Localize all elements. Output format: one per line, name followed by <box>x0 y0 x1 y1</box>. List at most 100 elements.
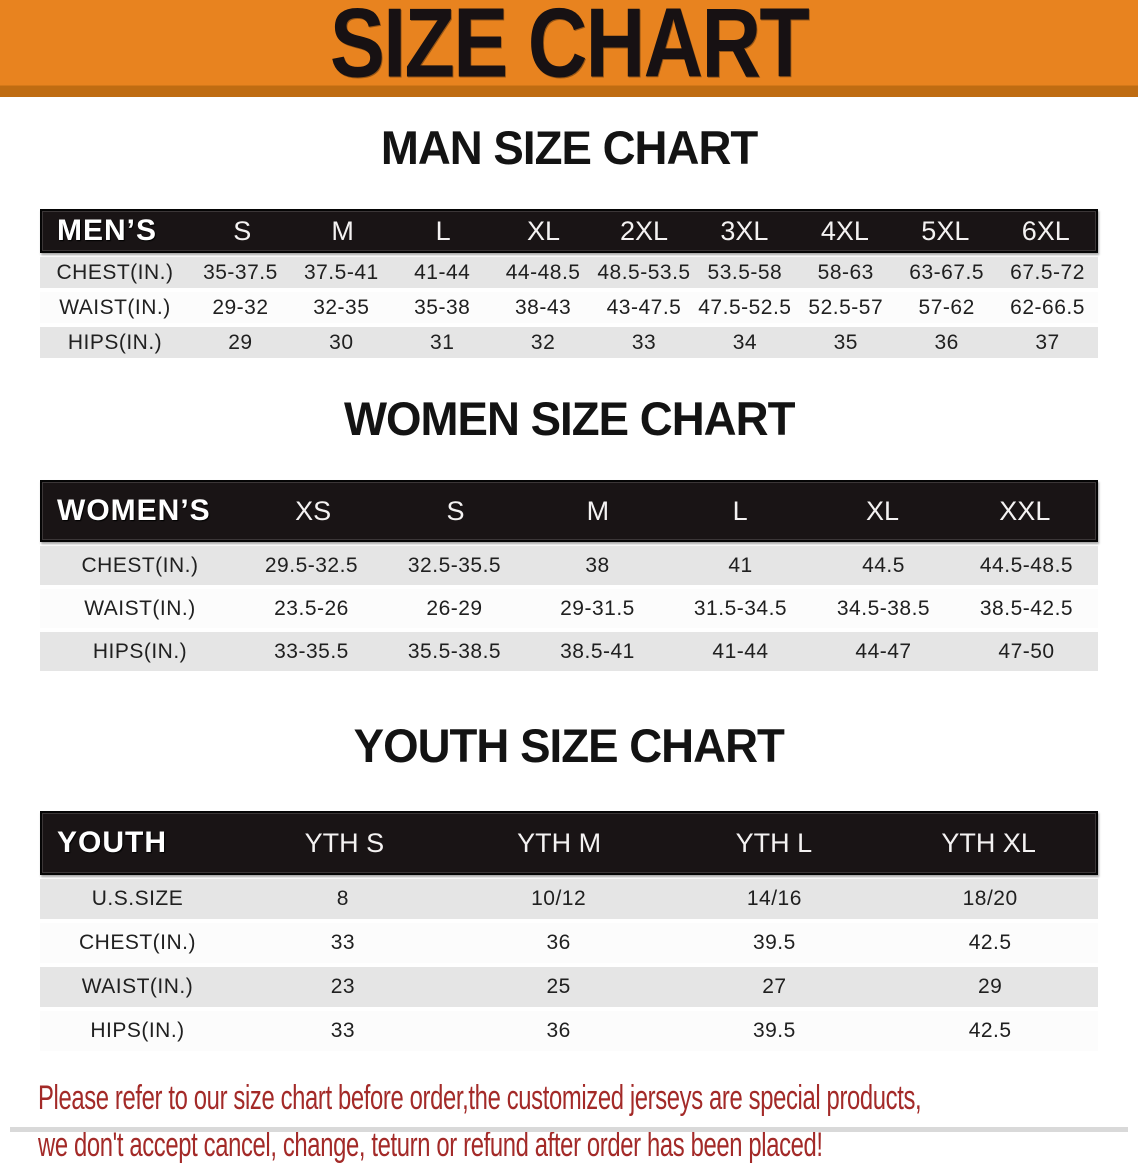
header-size-cell: S <box>446 495 465 526</box>
row-value: 43-47.5 <box>606 295 682 319</box>
table-header-row: YOUTH YTH S YTH M YTH L YTH XL <box>40 811 1098 875</box>
footer-note: Please refer to our size chart before or… <box>0 1075 1138 1169</box>
row-value: 25 <box>546 975 571 998</box>
row-value: 41-44 <box>712 639 769 663</box>
row-value: 35 <box>833 330 858 354</box>
header-size-cell: 5XL <box>921 215 970 246</box>
row-value: 23.5-26 <box>274 596 349 620</box>
header-label: WOMEN’S <box>57 494 211 527</box>
row-value: 48.5-53.5 <box>597 260 691 284</box>
row-value: 8 <box>336 887 349 910</box>
row-value: 33-35.5 <box>274 639 349 663</box>
table-row: WAIST(IN.) 29-32 32-35 35-38 38-43 43-47.5 47.… <box>40 292 1098 323</box>
table-row: U.S.SIZE 8 10/12 14/16 18/20 <box>40 879 1098 919</box>
row-value: 41 <box>728 553 753 577</box>
row-value: 37.5-41 <box>303 260 379 284</box>
section-heading: MAN SIZE CHART <box>0 123 1138 185</box>
table-header-row: WOMEN’S XS S M L XL XXL <box>40 480 1098 542</box>
row-label: CHEST(IN.) <box>81 553 199 577</box>
header-size-cell: XXL <box>999 495 1051 526</box>
size-table: MEN’S S M L XL 2XL 3XL 4XL 5XL 6XL CHEST(IN.) 35-37… <box>40 209 1098 358</box>
row-value: 31.5-34.5 <box>693 596 788 620</box>
row-value: 35.5-38.5 <box>407 639 502 663</box>
row-label: CHEST(IN.) <box>56 260 174 284</box>
table-header-row: MEN’S S M L XL 2XL 3XL 4XL 5XL 6XL <box>40 209 1098 253</box>
header-size-cell: S <box>233 215 252 246</box>
size-table: WOMEN’S XS S M L XL XXL CHEST(IN.) 29.5-32.5 32.5… <box>40 480 1098 671</box>
header-size-cell: XL <box>527 215 561 246</box>
row-label: U.S.SIZE <box>91 887 184 910</box>
header-size-cell: 4XL <box>820 215 869 246</box>
row-value: 39.5 <box>752 1019 796 1042</box>
row-value: 62-66.5 <box>1010 295 1085 319</box>
header-size-cell: 2XL <box>619 215 669 246</box>
row-value: 10/12 <box>531 887 587 910</box>
row-label: WAIST(IN.) <box>59 295 171 319</box>
section-heading-text: YOUTH SIZE CHART <box>353 719 785 772</box>
row-value: 47-50 <box>998 639 1055 663</box>
row-value: 31 <box>430 330 455 354</box>
table-row: WAIST(IN.) 23.5-26 26-29 29-31.5 31.5-34.5 34… <box>40 589 1098 628</box>
header-size-cell: XL <box>865 495 899 526</box>
row-value: 29 <box>228 330 253 354</box>
row-label: HIPS(IN.) <box>92 639 188 663</box>
row-value: 30 <box>329 330 354 354</box>
row-value: 63-67.5 <box>909 260 985 284</box>
header-size-cell: 6XL <box>1021 215 1070 246</box>
row-value: 33 <box>330 1019 356 1042</box>
table-row: HIPS(IN.) 29 30 31 32 33 34 35 36 37 <box>40 327 1098 358</box>
section-heading: WOMEN SIZE CHART <box>0 394 1138 456</box>
header-size-cell: YTH S <box>304 827 385 858</box>
row-value: 41-44 <box>414 260 471 284</box>
row-value: 38.5-41 <box>560 639 635 663</box>
table-row: CHEST(IN.) 33 36 39.5 42.5 <box>40 923 1098 963</box>
sections: MAN SIZE CHART MEN’S S M L XL 2XL 3XL 4XL 5XL 6XL C… <box>0 123 1138 1051</box>
table-row: CHEST(IN.) 35-37.5 37.5-41 41-44 44-48.5 48.5… <box>40 257 1098 288</box>
table-row: CHEST(IN.) 29.5-32.5 32.5-35.5 38 41 44.5 44.5… <box>40 546 1098 585</box>
row-value: 44.5-48.5 <box>979 553 1074 577</box>
row-value: 38-43 <box>514 295 572 319</box>
row-label: CHEST(IN.) <box>79 931 196 954</box>
row-value: 32 <box>530 330 556 354</box>
row-value: 36 <box>934 330 959 354</box>
row-value: 67.5-72 <box>1010 260 1085 284</box>
row-value: 23 <box>330 975 356 998</box>
row-value: 27 <box>762 975 787 998</box>
row-label: HIPS(IN.) <box>90 1019 185 1042</box>
header-size-cell: YTH L <box>735 827 813 858</box>
row-value: 52.5-57 <box>808 295 884 319</box>
row-value: 47.5-52.5 <box>698 295 792 319</box>
row-value: 44-48.5 <box>505 260 581 284</box>
section-heading-text: MAN SIZE CHART <box>380 121 758 174</box>
banner-title: SIZE CHART <box>329 0 810 98</box>
row-value: 18/20 <box>962 887 1018 910</box>
row-value: 14/16 <box>746 887 802 910</box>
header-size-cell: M <box>586 495 610 526</box>
row-value: 38 <box>585 553 610 577</box>
header-size-cell: L <box>732 495 748 526</box>
row-value: 32.5-35.5 <box>407 553 502 577</box>
row-label: HIPS(IN.) <box>67 330 163 354</box>
row-value: 36 <box>546 1019 571 1042</box>
row-value: 35-38 <box>414 295 471 319</box>
row-value: 33 <box>631 330 657 354</box>
row-label: WAIST(IN.) <box>84 596 196 620</box>
size-chart-banner: SIZE CHART <box>0 0 1138 97</box>
size-table: YOUTH YTH S YTH M YTH L YTH XL U.S.SIZE 8 10/12… <box>40 811 1098 1051</box>
section-heading: YOUTH SIZE CHART <box>0 721 1138 783</box>
row-value: 42.5 <box>968 931 1012 954</box>
header-label: MEN’S <box>57 214 158 247</box>
row-value: 33 <box>330 931 356 954</box>
header-size-cell: YTH M <box>517 827 602 858</box>
row-value: 39.5 <box>752 931 796 954</box>
row-value: 58-63 <box>817 260 874 284</box>
table-row: HIPS(IN.) 33 36 39.5 42.5 <box>40 1011 1098 1051</box>
header-size-cell: XS <box>295 495 332 526</box>
row-value: 26-29 <box>426 596 483 620</box>
row-value: 57-62 <box>918 295 975 319</box>
row-value: 34 <box>732 330 758 354</box>
bottom-edge-divider <box>10 1127 1128 1132</box>
row-value: 38.5-42.5 <box>979 596 1074 620</box>
row-value: 53.5-58 <box>707 260 783 284</box>
section-heading-text: WOMEN SIZE CHART <box>343 392 795 445</box>
